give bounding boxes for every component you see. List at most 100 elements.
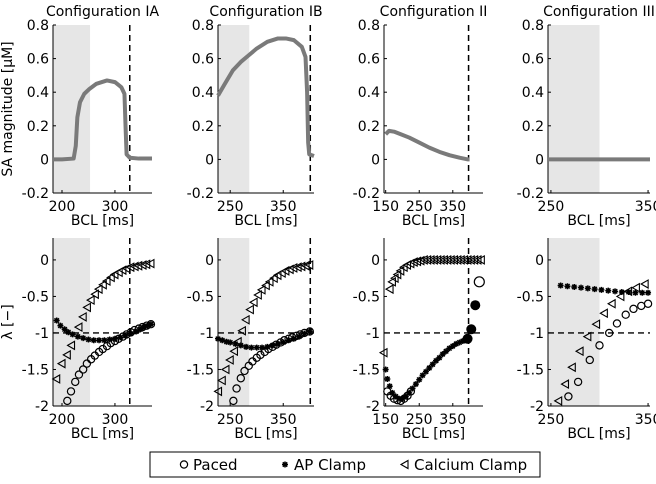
y-tick-label: 0	[371, 253, 380, 269]
ap-clamp-marker	[61, 326, 68, 333]
calcium-clamp-marker	[93, 284, 103, 295]
ap-clamp-marker	[456, 339, 463, 346]
calcium-clamp-marker	[640, 279, 649, 289]
calcium-clamp-marker	[631, 282, 640, 293]
ap-clamp-marker	[459, 337, 466, 344]
calcium-clamp-marker	[582, 331, 592, 342]
paced-marker	[236, 374, 246, 383]
calcium-clamp-marker	[56, 358, 66, 369]
ap-clamp-marker	[406, 389, 413, 396]
x-tick-label: 250	[217, 199, 244, 215]
x-tick-label: 150	[372, 199, 399, 215]
calcium-clamp-marker	[304, 260, 314, 270]
paced-marker	[473, 276, 485, 288]
calcium-clamp-marker	[409, 257, 418, 268]
paced-marker	[63, 396, 72, 406]
ap-clamp-marker	[433, 357, 440, 364]
calcium-clamp-marker	[101, 276, 111, 287]
ap-clamp-marker	[106, 336, 113, 343]
calcium-clamp-marker	[245, 304, 254, 315]
calcium-clamp-marker	[269, 273, 278, 284]
calcium-clamp-marker	[213, 386, 223, 397]
ap-clamp-marker	[141, 324, 148, 331]
y-tick-label: 0	[535, 253, 544, 269]
calcium-clamp-marker	[73, 322, 83, 333]
calcium-clamp-marker	[560, 379, 570, 390]
ap-clamp-marker	[144, 322, 151, 329]
x-tick-label: 250	[406, 412, 433, 428]
ap-clamp-marker	[439, 351, 446, 358]
legend-label: Paced	[193, 456, 238, 474]
calcium-clamp-marker	[217, 375, 226, 386]
ap-clamp-marker	[57, 322, 64, 329]
ap-clamp-marker	[122, 332, 129, 339]
y-tick-label: 0.4	[192, 85, 214, 101]
calcium-clamp-marker	[51, 374, 61, 384]
paced-marker	[637, 301, 646, 311]
ap-clamp-marker	[443, 348, 450, 355]
calcium-clamp-marker	[248, 297, 258, 308]
ap-clamp-marker	[269, 342, 276, 349]
ap-clamp-marker	[280, 339, 287, 346]
paced-marker	[256, 350, 265, 360]
calcium-clamp-marker	[412, 256, 422, 267]
calcium-clamp-marker	[392, 269, 402, 280]
ap-clamp-marker	[429, 361, 436, 368]
calcium-clamp-marker	[574, 346, 584, 357]
y-tick-label: -1.5	[353, 362, 380, 378]
ap-clamp-marker	[127, 330, 134, 337]
ap-clamp-marker	[632, 289, 639, 296]
calcium-clamp-marker	[288, 263, 298, 273]
ap-clamp-marker	[274, 340, 281, 347]
ap-clamp-marker	[612, 288, 619, 295]
ap-clamp-marker	[80, 335, 87, 342]
y-tick-label: -0.5	[353, 289, 380, 305]
x-tick-label: 350	[270, 412, 297, 428]
calcium-clamp-marker	[599, 308, 608, 319]
y-tick-label: -1	[35, 326, 49, 342]
calcium-clamp-marker	[472, 254, 482, 265]
ap-clamp-marker	[645, 289, 652, 296]
panel-title: Configuration III	[543, 4, 655, 20]
calcium-clamp-marker	[233, 336, 242, 347]
y-tick-label: 0.8	[27, 18, 49, 34]
x-tick-label: 350	[439, 199, 466, 215]
calcium-clamp-marker	[141, 259, 151, 270]
calcium-clamp-marker	[607, 298, 616, 309]
calcium-clamp-marker	[237, 325, 246, 336]
ap-clamp-marker	[296, 333, 303, 340]
ap-clamp-marker	[564, 283, 571, 290]
calcium-clamp-marker	[615, 291, 625, 302]
paced-marker	[82, 359, 92, 368]
calcium-clamp-marker	[137, 260, 147, 270]
ap-clamp-marker	[466, 324, 477, 335]
y-tick-label: -0.2	[353, 186, 380, 202]
calcium-clamp-marker	[66, 340, 76, 351]
ap-clamp-marker	[101, 337, 108, 344]
y-tick-label: 0	[205, 253, 214, 269]
ap-clamp-marker	[74, 333, 81, 340]
ap-clamp-marker	[232, 340, 239, 347]
ap-clamp-marker	[598, 286, 605, 293]
calcium-clamp-marker	[106, 272, 115, 283]
y-tick-label: -1.5	[22, 362, 49, 378]
ap-clamp-marker	[111, 335, 118, 342]
x-axis-label: BCL [ms]	[567, 426, 630, 442]
calcium-clamp-marker	[133, 260, 143, 271]
y-tick-label: 0.4	[358, 85, 380, 101]
panel-title: Configuration II	[380, 4, 488, 20]
calcium-clamp-marker	[241, 314, 250, 325]
x-tick-label: 250	[217, 412, 244, 428]
calcium-clamp-marker	[399, 459, 409, 470]
ap-clamp-marker	[253, 344, 260, 351]
ap-clamp-marker	[605, 287, 612, 294]
paced-marker	[98, 344, 107, 354]
ap-clamp-marker	[446, 345, 453, 352]
ap-clamp-marker	[85, 336, 92, 343]
y-tick-label: 0	[40, 253, 49, 269]
calcium-clamp-marker	[296, 261, 306, 272]
